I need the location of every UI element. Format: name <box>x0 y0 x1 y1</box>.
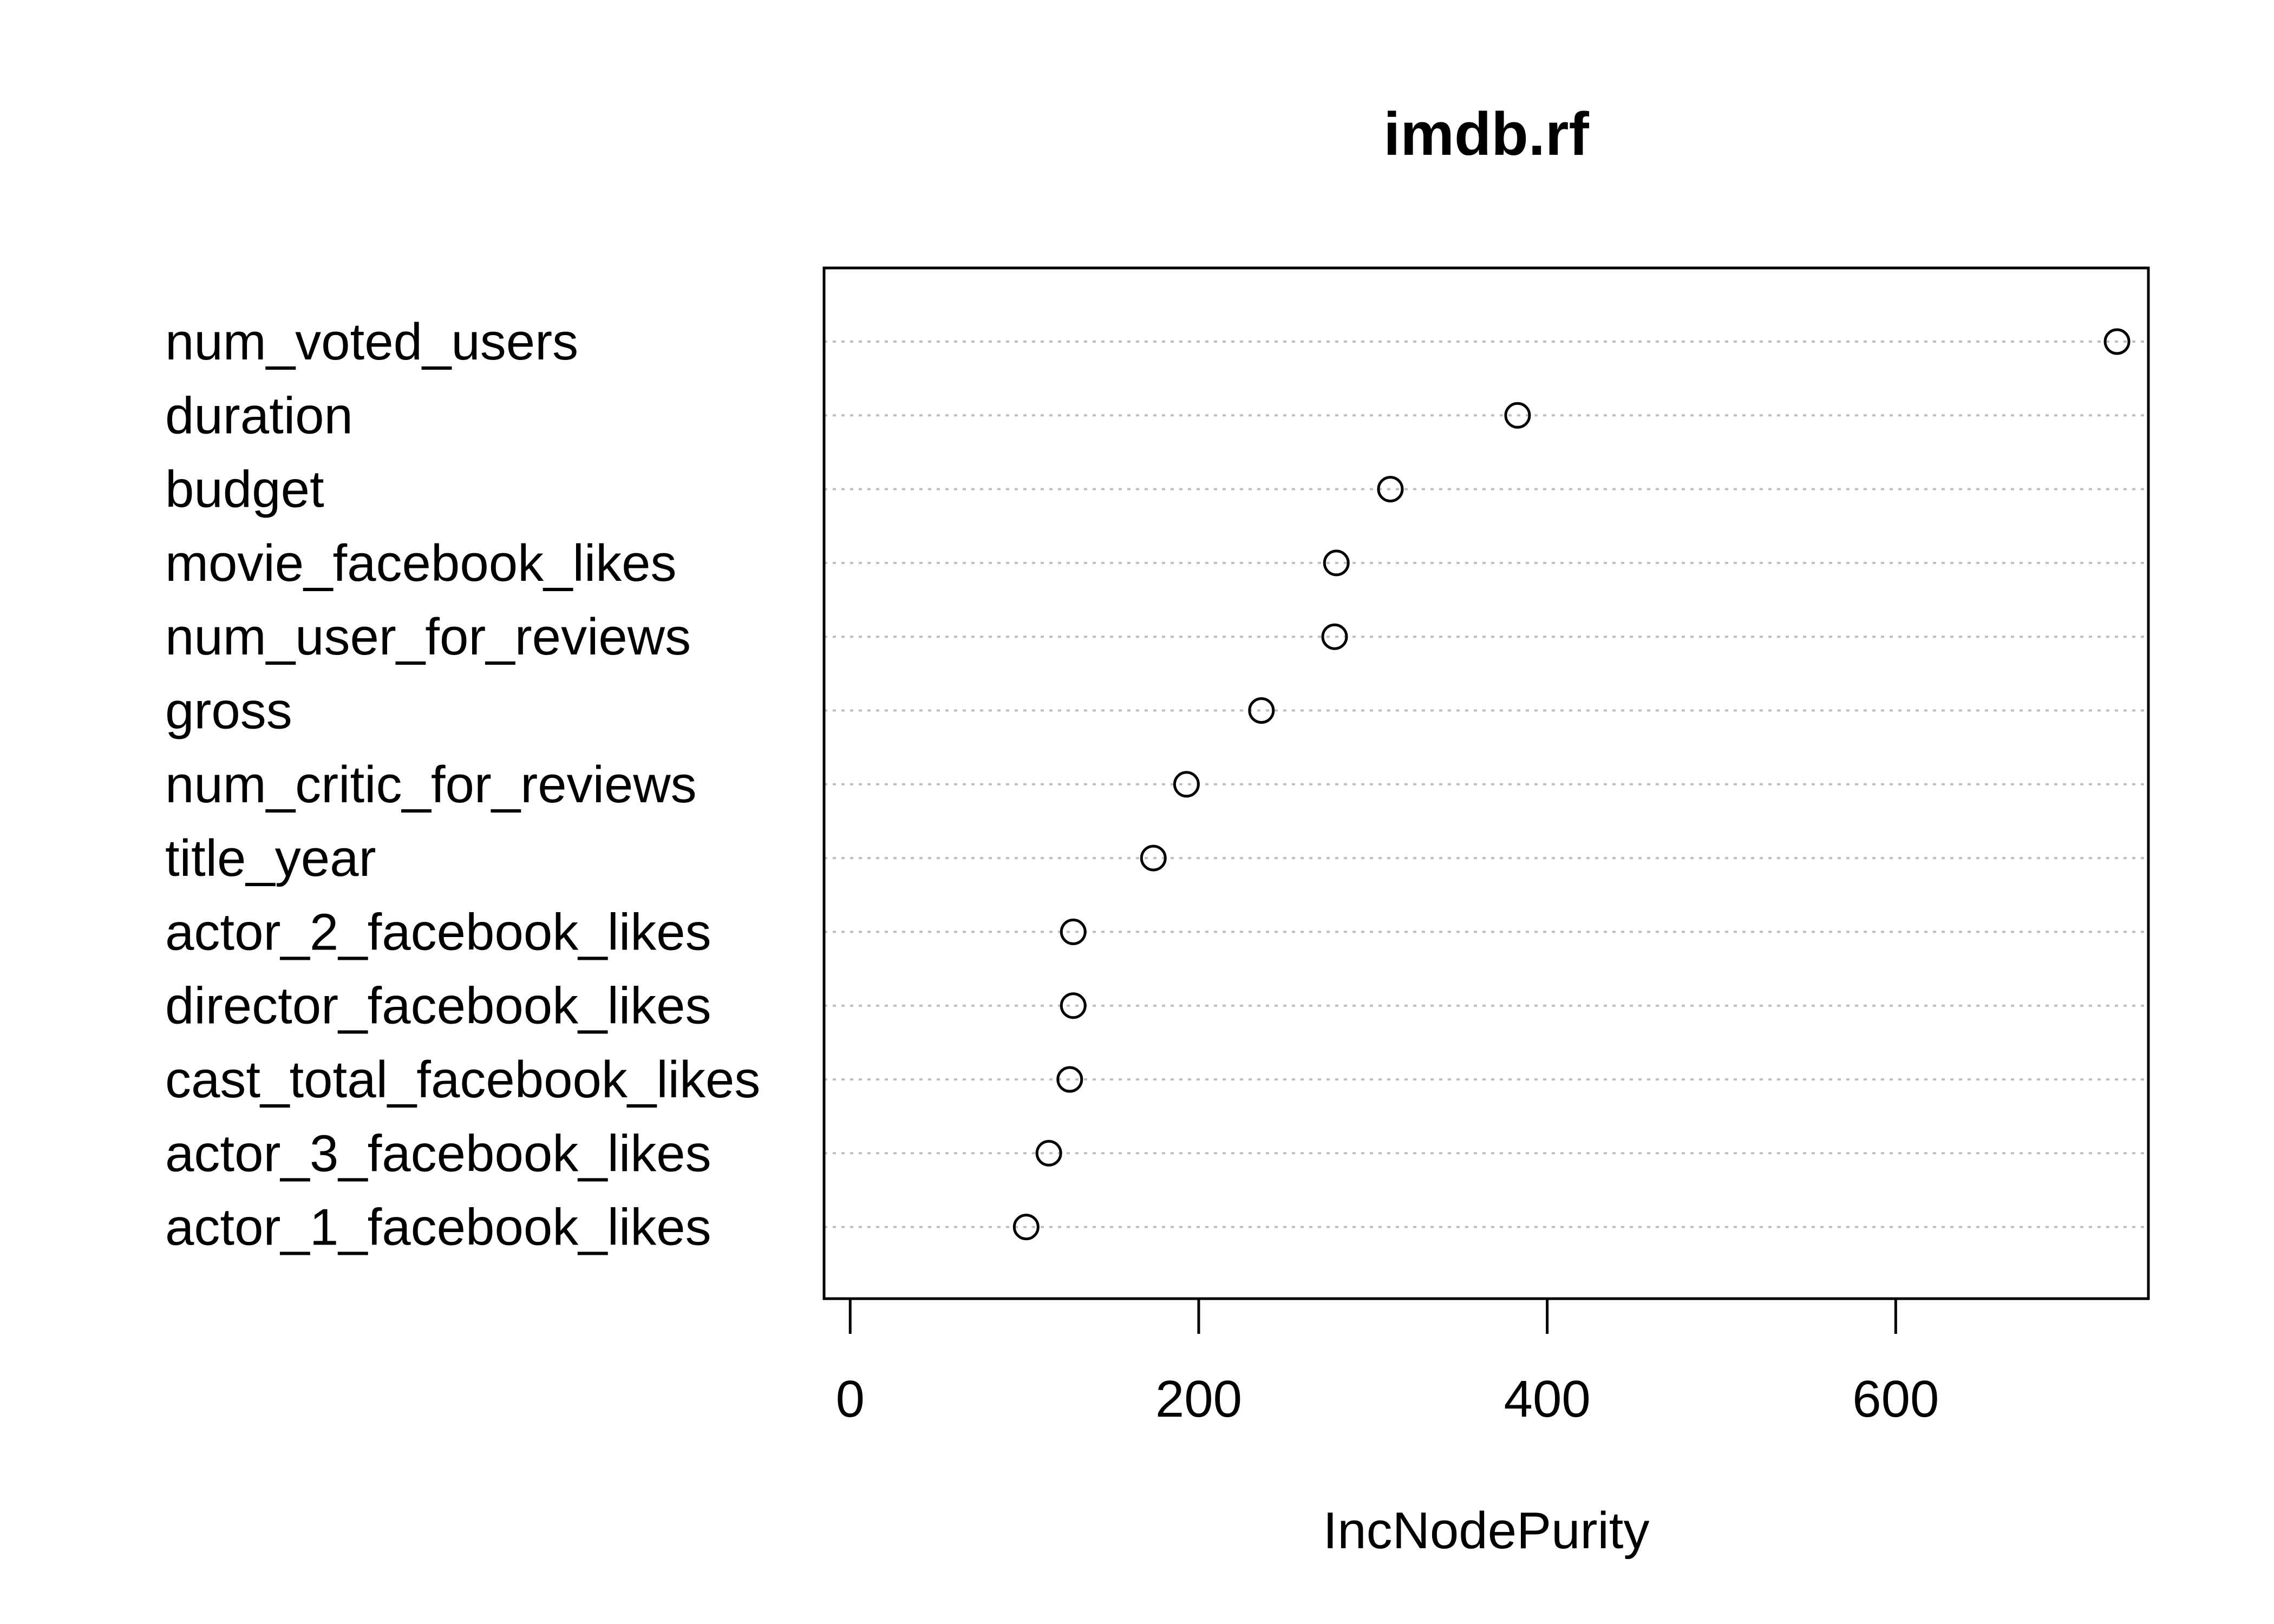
category-label: duration <box>165 387 353 444</box>
category-label: actor_2_facebook_likes <box>165 903 711 961</box>
category-label: num_user_for_reviews <box>165 608 691 666</box>
category-label: title_year <box>165 829 376 887</box>
category-labels: num_voted_users duration budget movie_faceb… <box>165 313 760 1256</box>
data-point <box>2103 328 2131 355</box>
data-point <box>1012 1214 1040 1241</box>
data-point <box>1140 844 1167 872</box>
category-label: budget <box>165 461 324 519</box>
data-point <box>1035 1140 1062 1167</box>
data-point <box>1323 549 1350 577</box>
category-label: actor_3_facebook_likes <box>165 1124 711 1182</box>
data-point <box>1056 1066 1083 1093</box>
data-point <box>1321 623 1348 650</box>
category-label: num_critic_for_reviews <box>165 756 697 814</box>
category-label: actor_1_facebook_likes <box>165 1199 711 1256</box>
data-point <box>1248 697 1275 724</box>
grid-lines <box>824 340 2148 1228</box>
x-tick-label: 0 <box>836 1370 865 1428</box>
x-tick-label: 200 <box>1155 1370 1242 1428</box>
plot-frame <box>822 266 2150 1300</box>
category-label: director_facebook_likes <box>165 977 711 1035</box>
data-point <box>1060 992 1087 1019</box>
data-point <box>1377 476 1404 503</box>
category-label: movie_facebook_likes <box>165 534 677 592</box>
data-point <box>1060 918 1087 945</box>
x-tick-label: 400 <box>1504 1370 1591 1428</box>
x-tick-label: 600 <box>1852 1370 1939 1428</box>
data-point <box>1173 771 1200 798</box>
category-label: gross <box>165 682 292 740</box>
category-label: num_voted_users <box>165 313 578 371</box>
chart-title: imdb.rf <box>1383 100 1589 168</box>
x-axis-label: IncNodePurity <box>1323 1502 1650 1560</box>
data-points <box>1012 328 2131 1241</box>
x-axis: 0 200 400 600 <box>836 1299 1939 1428</box>
category-label: cast_total_facebook_likes <box>165 1051 760 1109</box>
data-point <box>1504 402 1531 429</box>
